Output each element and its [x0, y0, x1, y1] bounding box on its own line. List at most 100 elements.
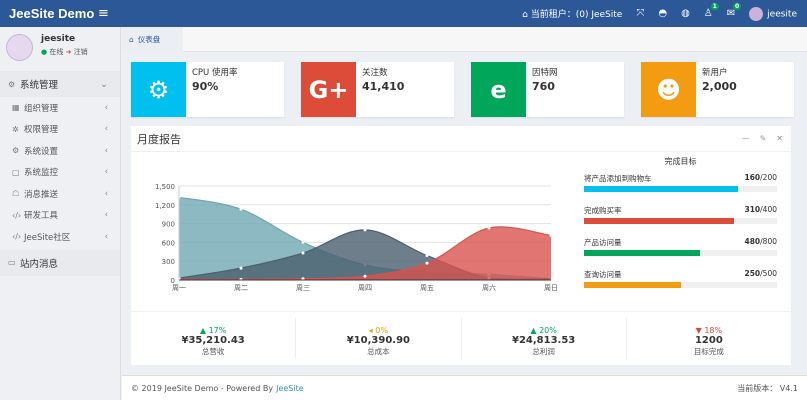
chevron-left-icon: ‹: [104, 167, 108, 178]
tab-bar: ⌂ 仪表盘: [122, 27, 807, 52]
chevron-left-icon: ‹: [104, 102, 108, 113]
stat-item: ▲ 17% ¥35,210.43 总营收: [131, 318, 297, 359]
info-box-value: 2,000: [702, 80, 737, 93]
sidebar-item[interactable]: ▦ 组织管理 ‹: [12, 102, 108, 114]
series-area: [179, 226, 551, 280]
x-tick-label: 周六: [482, 283, 496, 292]
y-tick-label: 0: [171, 277, 175, 285]
y-tick-label: 600: [162, 239, 175, 247]
info-box-value: 41,410: [362, 80, 405, 93]
sidebar-item[interactable]: ✲ 权限管理 ‹: [12, 124, 108, 136]
message-icon: ▭: [8, 258, 16, 267]
data-point: [363, 228, 367, 232]
y-tick-label: 300: [162, 258, 175, 266]
dashboard-icon[interactable]: ◓: [658, 8, 668, 19]
info-box: G+ 关注数 41,410: [301, 62, 454, 117]
progress-fill: [584, 218, 734, 224]
copyright: © 2019 JeeSite Demo - Powered By: [131, 383, 274, 393]
chevron-left-icon: ‹: [104, 231, 108, 242]
goal-progress: 将产品添加到购物车 160/200: [584, 173, 777, 192]
avatar: [6, 34, 33, 61]
collapse-icon[interactable]: —: [741, 134, 750, 143]
chevron-left-icon: ‹: [104, 188, 108, 199]
info-box: e 因特网 760: [471, 62, 624, 117]
area-chart: 0 300 600 900 1,200 1,500 周一 周二 周三 周四 周五 周六 周日: [155, 183, 558, 292]
sidebar-item[interactable]: ⚙ 系统设置 ‹: [12, 145, 108, 157]
home-icon: ⌂: [522, 10, 528, 20]
code-icon: ‹/›: [12, 232, 22, 242]
logout-link[interactable]: 注销: [73, 48, 88, 56]
x-tick-label: 周四: [358, 284, 372, 292]
sidebar-item[interactable]: ▢ 系统监控 ‹: [12, 167, 108, 179]
stat-item: ▲ 20% ¥24,813.53 总利润: [462, 318, 627, 359]
main-content: ⌂ 仪表盘 ⚙ CPU 使用率 90% G+ 关注数 41,410 e 因特网 760 ☻ 新用户 2,…: [122, 27, 807, 400]
jeesite-link[interactable]: JeeSite: [276, 383, 304, 393]
status-online: 在线: [49, 48, 64, 56]
data-point: [487, 226, 491, 230]
logout-icon: ➜: [65, 48, 72, 56]
panel-title: 月度报告: [137, 132, 181, 146]
wrench-icon[interactable]: ✎: [759, 134, 767, 143]
data-point: [425, 254, 429, 258]
brand-logo[interactable]: JeeSite Demo: [9, 6, 95, 21]
sidebar: jeesite ● 在线 ➜ 注销 ⚙ 系统管理 ⌄ ▦ 组织管理 ‹ ✲ 权限管理 ‹ ⚙ 系统…: [0, 27, 121, 400]
x-tick-label: 周二: [234, 284, 248, 292]
goal-progress: 产品访问量 480/800: [584, 237, 777, 256]
version: 当前版本： V4.1: [737, 383, 798, 393]
username: jeesite: [41, 34, 76, 44]
monthly-report-panel: 月度报告 — ✎ ✕ 0 300 600 900 1,200 1,500 周一 周二 周三 周四 周五 周…: [131, 126, 791, 365]
sidebar-item[interactable]: ☖ 消息推送 ‹: [12, 188, 108, 200]
mail-badge: 0: [732, 3, 742, 10]
info-box-label: CPU 使用率: [192, 68, 238, 78]
data-point: [301, 251, 305, 255]
sidebar-item[interactable]: ‹/› JeeSite社区 ‹: [12, 231, 108, 243]
tenant-switch[interactable]: ⌂ 当前租户：(0) JeeSite: [522, 10, 623, 20]
goals: 完成目标 将产品添加到购物车 160/200 完成购买率 310/400 产品访问量 48…: [584, 156, 777, 301]
info-box-value: 90%: [192, 80, 219, 93]
info-box: ⚙ CPU 使用率 90%: [131, 62, 284, 117]
user-menu[interactable]: jeesite: [749, 6, 797, 21]
notification-icon[interactable]: ♙ 1: [703, 3, 719, 19]
mail-icon[interactable]: ✉ 0: [726, 3, 742, 19]
data-point: [363, 274, 367, 278]
chevron-left-icon: ‹: [104, 145, 108, 156]
sidebar-item[interactable]: ‹/› 研发工具 ‹: [12, 210, 108, 222]
topbar: JeeSite Demo ≡ ⌂ 当前租户：(0) JeeSite ⤧ ◓ ◍ …: [0, 0, 807, 27]
chevron-down-icon: ⌄: [100, 78, 108, 90]
data-point: [301, 277, 305, 281]
fullscreen-icon[interactable]: ⤧: [636, 8, 645, 19]
info-box-label: 新用户: [702, 68, 728, 78]
notification-badge: 1: [710, 3, 719, 10]
footer: © 2019 JeeSite Demo - Powered By JeeSite …: [122, 375, 807, 400]
info-box-value: 760: [532, 80, 555, 93]
user-panel: jeesite ● 在线 ➜ 注销: [0, 27, 120, 71]
y-tick-label: 1,500: [155, 183, 175, 191]
data-point: [239, 207, 243, 211]
gear-icon: ⚙: [8, 79, 16, 89]
google-plus-icon: G+: [301, 62, 356, 117]
series-area: [179, 229, 551, 280]
goal-progress: 查询访问量 250/500: [584, 269, 777, 288]
goals-title: 完成目标: [664, 157, 697, 166]
monitor-icon: ▢: [12, 167, 20, 177]
stat-item: ▼ 18% 1200 目标完成: [693, 326, 724, 356]
data-point: [239, 266, 243, 270]
x-tick-label: 周一: [172, 284, 186, 292]
close-icon[interactable]: ✕: [776, 134, 783, 143]
tab-dashboard[interactable]: ⌂ 仪表盘: [122, 27, 183, 52]
sidebar-group-system[interactable]: ⚙ 系统管理 ⌄: [0, 71, 120, 97]
progress-fill: [584, 250, 700, 256]
users-icon: ☻: [641, 62, 696, 117]
info-box-label: 因特网: [532, 68, 558, 78]
menu-toggle-icon[interactable]: ≡: [98, 6, 109, 21]
sidebar-item-messages[interactable]: ▭ 站内消息: [0, 249, 120, 276]
stat-item: ◂ 0% ¥10,390.90 总成本: [296, 318, 462, 359]
x-tick-label: 周五: [420, 284, 434, 292]
y-tick-label: 1,200: [155, 202, 175, 210]
data-point: [301, 240, 305, 244]
info-box: ☻ 新用户 2,000: [641, 62, 794, 117]
y-tick-label: 900: [162, 221, 175, 229]
chevron-left-icon: ‹: [104, 124, 108, 135]
globe-icon[interactable]: ◍: [681, 8, 690, 19]
online-dot-icon: ●: [41, 48, 48, 56]
